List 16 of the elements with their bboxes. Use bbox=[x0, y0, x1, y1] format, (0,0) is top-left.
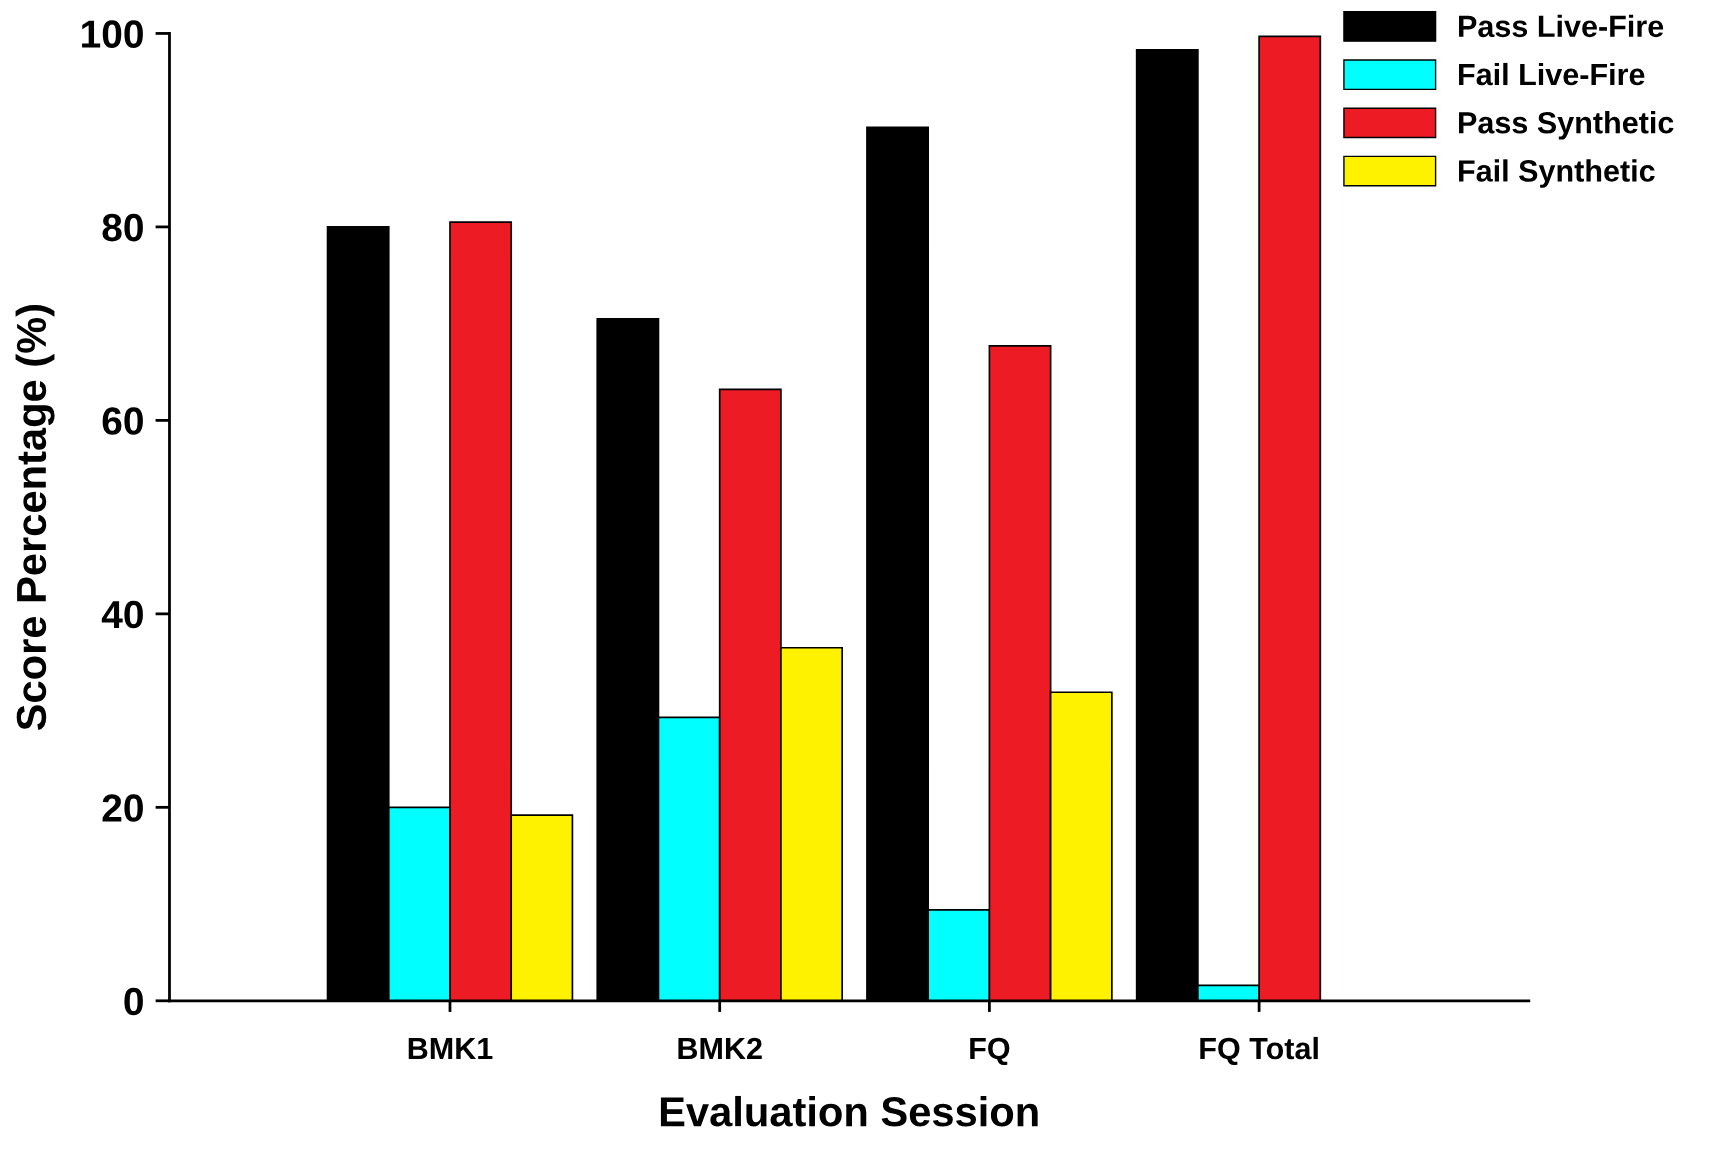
legend-label: Pass Live-Fire bbox=[1459, 14, 1664, 38]
legend-label: Fail Synthetic bbox=[1459, 159, 1655, 188]
x-axis-title: Evaluation Session bbox=[660, 1095, 1038, 1127]
y-tick-label: 0 bbox=[124, 987, 143, 1016]
x-tick-label: BMK1 bbox=[408, 1038, 493, 1060]
x-tick-label: FQ Total bbox=[1200, 1036, 1318, 1066]
y-tick-label: 40 bbox=[101, 600, 143, 629]
y-tick-label: 60 bbox=[102, 407, 143, 435]
y-tick-label: 100 bbox=[82, 20, 143, 48]
x-tick-label: FQ bbox=[970, 1037, 1010, 1066]
y-tick-label: 20 bbox=[102, 794, 143, 822]
legend-label: Fail Live-Fire bbox=[1459, 62, 1645, 86]
x-tick-label: BMK2 bbox=[678, 1037, 762, 1060]
legend-label: Pass Synthetic bbox=[1459, 111, 1674, 140]
y-tick-label: 80 bbox=[102, 213, 143, 242]
y-axis-title: Score Percentage (%) bbox=[15, 304, 55, 731]
